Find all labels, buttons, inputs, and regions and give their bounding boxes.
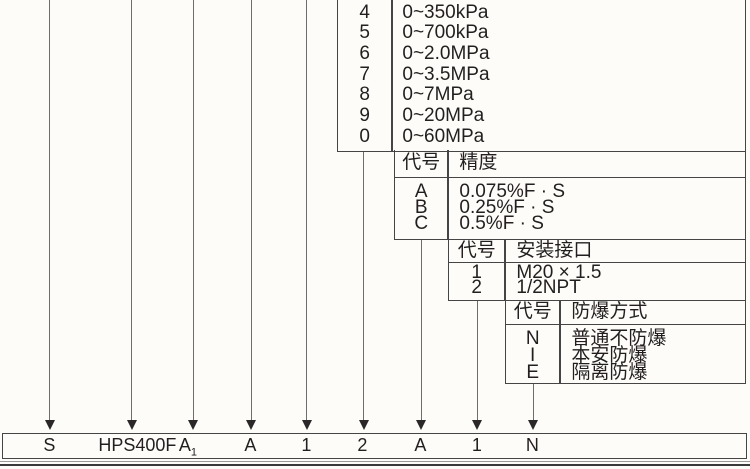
model-code-box: S HPS400F A1 A 1 2 A 1 N: [2, 433, 747, 459]
column-divider: [504, 239, 506, 300]
leader-line: [49, 0, 51, 421]
pressure-code: 4: [359, 1, 370, 23]
pressure-code: 6: [359, 43, 370, 64]
arrow-down-icon: [126, 420, 137, 430]
accuracy-header: 精度: [459, 152, 498, 173]
mounting-code: 2: [471, 276, 482, 298]
mounting-port-table: 代号 安装接口 1 2 M20 × 1.5 1/2NPT: [448, 239, 746, 301]
explosion-code: N: [525, 327, 540, 349]
leader-line: [363, 151, 365, 421]
accuracy-value: 0.25%F · S: [459, 196, 555, 218]
model-segment-accuracy: A: [414, 435, 427, 455]
leader-line: [420, 239, 422, 421]
code-header: 代号: [402, 152, 441, 173]
arrow-down-icon: [44, 420, 55, 430]
arrow-down-icon: [528, 420, 539, 430]
accuracy-code: C: [414, 213, 429, 235]
mounting-value: 1/2NPT: [516, 276, 581, 298]
model-segment-range: 2: [357, 435, 368, 455]
pressure-code: 5: [359, 22, 370, 44]
footer-rule-thin: [0, 460, 750, 462]
code-header: 代号: [457, 239, 496, 261]
explosion-proof-header: 防爆方式: [571, 301, 648, 322]
model-segment-code5: 1: [301, 435, 312, 455]
accuracy-code: A: [414, 180, 428, 202]
pressure-range: 0~20MPa: [402, 105, 485, 127]
explosion-code: I: [530, 344, 536, 366]
pressure-range: 0~3.5MPa: [402, 63, 490, 85]
leader-line: [131, 0, 133, 421]
pressure-range: 0~60MPa: [402, 125, 485, 147]
accuracy-value: 0.075%F · S: [459, 180, 565, 202]
column-divider: [391, 0, 393, 151]
pressure-range-table: 4 5 6 7 8 9 0 0~350kPa 0~700kPa 0~2.0MPa…: [337, 0, 746, 152]
pressure-code: 0: [359, 125, 370, 147]
pressure-range: 0~7MPa: [402, 84, 474, 106]
leader-line: [532, 383, 534, 421]
explosion-proof-table: 代号 防爆方式 N I E 普通不防爆 本安防爆 隔离防爆: [505, 301, 746, 384]
code-header: 代号: [513, 301, 552, 322]
column-divider: [559, 301, 561, 383]
accuracy-value: 0.5%F · S: [459, 213, 544, 235]
leader-line: [306, 0, 308, 421]
pressure-code: 8: [359, 84, 370, 106]
explosion-value: 本安防爆: [571, 344, 648, 366]
model-segment-model: HPS400F: [98, 435, 177, 455]
accuracy-table: 代号 精度 A B C 0.075%F · S 0.25%F · S 0.5%F…: [394, 150, 746, 240]
model-segment-explosion: N: [525, 435, 539, 455]
column-divider: [447, 150, 449, 239]
leader-line: [250, 0, 252, 421]
leader-line: [192, 0, 194, 421]
arrow-down-icon: [472, 420, 483, 430]
arrow-down-icon: [246, 420, 257, 430]
arrow-down-icon: [301, 420, 312, 430]
mounting-port-header: 安装接口: [516, 239, 593, 261]
pressure-range: 0~700kPa: [402, 22, 489, 44]
accuracy-code: B: [414, 196, 428, 218]
pressure-code: 7: [359, 63, 370, 85]
header-divider: [506, 323, 745, 326]
arrow-down-icon: [416, 420, 427, 430]
header-divider: [449, 261, 745, 264]
model-segment-mounting: 1: [471, 435, 482, 455]
mounting-value: M20 × 1.5: [516, 261, 602, 283]
model-segment-output: A1: [178, 435, 197, 459]
arrow-down-icon: [188, 420, 199, 430]
explosion-code: E: [526, 361, 540, 383]
footer-rule-thick: [0, 463, 750, 467]
pressure-range: 0~350kPa: [402, 1, 489, 23]
mounting-code: 1: [471, 261, 482, 283]
pressure-range: 0~2.0MPa: [402, 43, 490, 64]
explosion-value: 普通不防爆: [571, 327, 667, 349]
explosion-value: 隔离防爆: [571, 361, 648, 383]
arrow-down-icon: [358, 420, 369, 430]
model-segment-series: S: [43, 435, 56, 455]
model-segment-code4: A: [244, 435, 257, 455]
pressure-code: 9: [359, 105, 370, 127]
leader-line: [476, 301, 478, 421]
header-divider: [395, 176, 745, 179]
